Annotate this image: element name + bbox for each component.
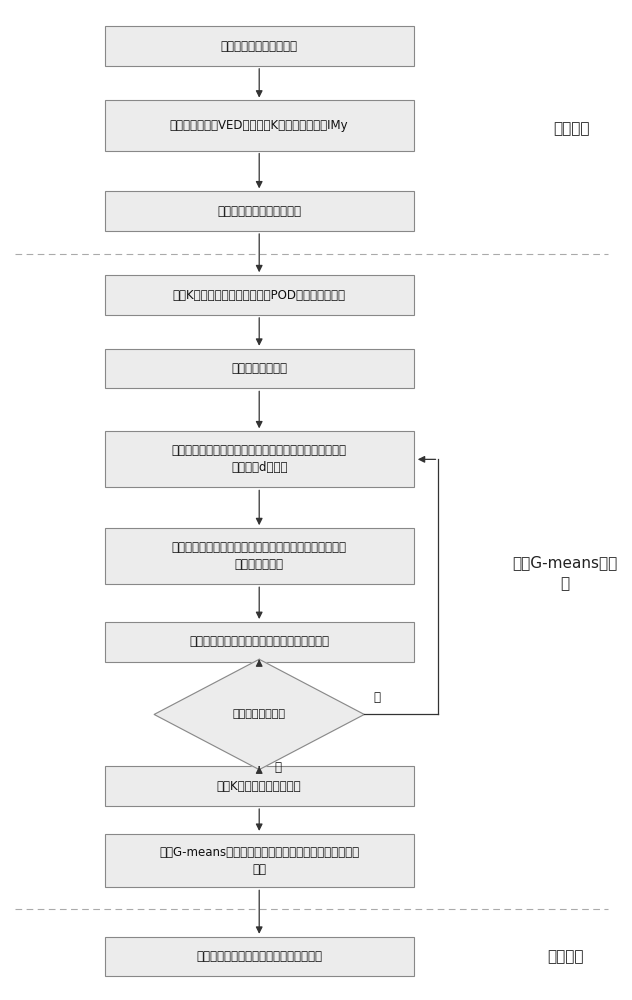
Text: 更新质心点的位置和距离，并将鱼群根据侦查鱼的位置分
布划分为d个等级: 更新质心点的位置和距离，并将鱼群根据侦查鱼的位置分 布划分为d个等级 (172, 444, 347, 474)
Text: 输出K个初始向量元质心点: 输出K个初始向量元质心点 (217, 780, 301, 793)
Text: 是: 是 (275, 761, 282, 774)
Text: 特征提取: 特征提取 (553, 121, 590, 136)
FancyBboxPatch shape (105, 766, 414, 806)
FancyBboxPatch shape (105, 349, 414, 388)
FancyBboxPatch shape (105, 191, 414, 231)
FancyBboxPatch shape (105, 937, 414, 976)
Text: 否: 否 (374, 691, 380, 704)
Text: 构造信号能量熵和均方根值: 构造信号能量熵和均方根值 (217, 205, 301, 218)
Text: 运行G-means算法迭代确定正常情况和故障情况向量元质
心点: 运行G-means算法迭代确定正常情况和故障情况向量元质 心点 (159, 846, 359, 876)
Text: 采集变压器绕组振动信号: 采集变压器绕组振动信号 (221, 40, 298, 53)
Text: 预设K个向量元质心点，变权重POD算法参数初始化: 预设K个向量元质心点，变权重POD算法参数初始化 (173, 289, 346, 302)
Text: 计算质心点权重值: 计算质心点权重值 (231, 362, 287, 375)
Text: 最小欧式距离原则实现故障诊断输出结果: 最小欧式距离原则实现故障诊断输出结果 (196, 950, 322, 963)
Polygon shape (154, 659, 364, 770)
Text: 故障诊断: 故障诊断 (547, 949, 583, 964)
Text: 改进G-means向量
元: 改进G-means向量 元 (513, 556, 617, 592)
FancyBboxPatch shape (105, 528, 414, 584)
Text: 达到最大迭代次数: 达到最大迭代次数 (233, 709, 286, 719)
Text: 对振动信号进行VED分解得到K个偏差向量函数IMy: 对振动信号进行VED分解得到K个偏差向量函数IMy (170, 119, 348, 132)
FancyBboxPatch shape (105, 26, 414, 66)
FancyBboxPatch shape (105, 834, 414, 887)
Text: 更新质心点权重值并根据不同鱼群的权重值确认最终所有
鱼群的新质心点: 更新质心点权重值并根据不同鱼群的权重值确认最终所有 鱼群的新质心点 (172, 541, 347, 571)
FancyBboxPatch shape (105, 275, 414, 315)
FancyBboxPatch shape (105, 431, 414, 487)
FancyBboxPatch shape (105, 622, 414, 662)
FancyBboxPatch shape (105, 100, 414, 151)
Text: 获取质心点的各鱼群最优和全部鱼群的最优值: 获取质心点的各鱼群最优和全部鱼群的最优值 (189, 635, 329, 648)
